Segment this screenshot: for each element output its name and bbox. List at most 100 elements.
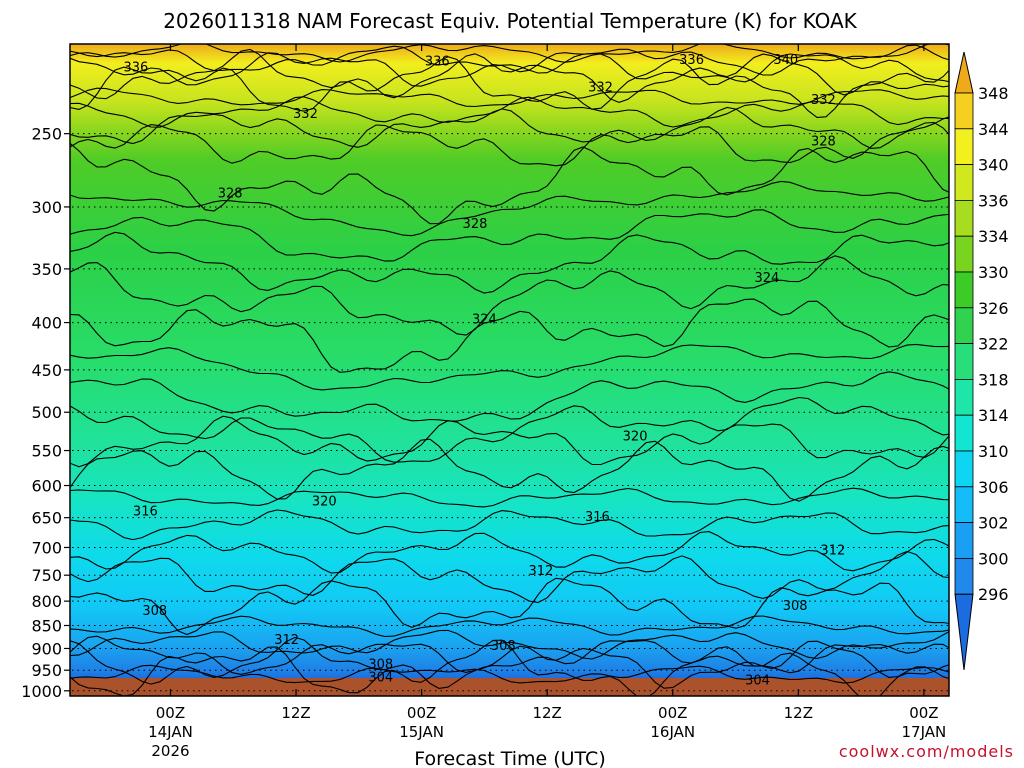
colorbar-label: 348	[978, 84, 1009, 103]
colorbar-swatch	[954, 343, 974, 380]
contour-line	[70, 298, 949, 373]
colorbar-label: 306	[978, 478, 1009, 497]
contour-label: 328	[463, 217, 488, 232]
y-tick-label: 550	[31, 442, 62, 461]
colorbar-label: 344	[978, 120, 1009, 139]
colorbar-swatch	[954, 199, 974, 237]
colorbar-arrow-bottom	[954, 593, 974, 671]
contour-line	[70, 255, 949, 336]
x-tick-label: 16JAN	[650, 723, 695, 741]
colorbar-label: 318	[978, 370, 1009, 389]
colorbar-label: 314	[978, 406, 1009, 425]
colorbar-swatch	[954, 486, 974, 523]
y-tick-label: 400	[31, 314, 62, 333]
contour-label: 304	[745, 674, 770, 689]
y-tick-label: 350	[31, 260, 62, 279]
x-tick-label: 12Z	[532, 704, 561, 722]
colorbar-label: 334	[978, 227, 1009, 246]
colorbar-arrow-top	[954, 51, 974, 94]
y-axis: 250 300 350 400 450 500 550 600 650 700 750 800 850 9…	[21, 125, 70, 701]
x-tick-label: 00Z	[909, 704, 938, 722]
contour-labels: 336 336 336 340 332 332 332 328 328 328 324 324 320 3…	[124, 53, 846, 689]
contour-line	[70, 209, 949, 262]
x-tick-label: 14JAN	[148, 723, 193, 741]
colorbar-label: 330	[978, 263, 1009, 282]
contour-label: 304	[368, 670, 393, 685]
contour-label: 308	[142, 604, 167, 619]
x-tick-label: 12Z	[281, 704, 310, 722]
contour-line	[70, 629, 949, 660]
contour-lines	[70, 44, 949, 696]
contour-label: 320	[312, 494, 337, 509]
colorbar-label: 310	[978, 442, 1009, 461]
y-tick-label: 700	[31, 538, 62, 557]
colorbar-label: 336	[978, 191, 1009, 210]
colorbar-label: 300	[978, 549, 1009, 568]
contour-label: 312	[528, 564, 553, 579]
x-tick-label: 12Z	[784, 704, 813, 722]
contour-label: 336	[679, 53, 704, 68]
chart-title: 2026011318 NAM Forecast Equiv. Potential…	[163, 9, 857, 33]
x-tick-label: 15JAN	[399, 723, 444, 741]
colorbar-swatch	[954, 164, 974, 201]
contour-line	[70, 509, 949, 541]
colorbar-label: 326	[978, 299, 1009, 318]
contour-label: 316	[585, 510, 610, 525]
contour-line	[70, 635, 949, 675]
colorbar-label: 302	[978, 514, 1009, 533]
x-tick-label: 00Z	[658, 704, 687, 722]
contour-label: 324	[472, 313, 497, 328]
y-tick-label: 1000	[21, 682, 62, 701]
contour-line	[70, 664, 949, 684]
contour-line	[70, 121, 949, 167]
contour-label: 312	[274, 633, 299, 648]
x-tick-label: 17JAN	[902, 723, 947, 741]
x-tick-label: 00Z	[156, 704, 185, 722]
colorbar-swatch	[954, 307, 974, 344]
contour-line	[70, 52, 949, 87]
contour-line	[70, 438, 949, 502]
x-axis-label: Forecast Time (UTC)	[414, 748, 605, 768]
contour-line	[70, 550, 949, 604]
colorbar-swatch	[954, 271, 974, 309]
y-tick-label: 450	[31, 361, 62, 380]
contour-line	[70, 96, 949, 128]
contour-line	[70, 487, 949, 508]
contour-line	[70, 415, 949, 468]
y-tick-label: 300	[31, 198, 62, 217]
y-tick-label: 500	[31, 403, 62, 422]
contour-label: 320	[623, 429, 648, 444]
y-tick-label: 650	[31, 509, 62, 528]
x-tick-label: 2026	[151, 742, 189, 760]
contour-label: 336	[425, 55, 450, 70]
contour-line	[70, 56, 949, 118]
contour-line	[70, 615, 949, 638]
theta-e-field	[70, 44, 949, 684]
colorbar-swatch	[954, 235, 974, 273]
y-tick-label: 250	[31, 125, 62, 144]
colorbar-swatch	[954, 522, 974, 559]
contour-label: 324	[755, 271, 780, 286]
contour-line	[70, 106, 949, 149]
contour-label: 328	[218, 186, 243, 201]
contour-line	[70, 639, 949, 696]
contour-line	[70, 343, 949, 391]
contour-label: 332	[293, 107, 318, 122]
colorbar: 348 344 340 336 334 330 326 322 318 314 310 306 302 3…	[954, 51, 1009, 671]
contour-label: 332	[811, 93, 836, 108]
colorbar-swatch	[954, 450, 974, 488]
contour-line	[70, 531, 949, 574]
colorbar-swatch	[954, 558, 974, 595]
contour-line	[70, 48, 949, 103]
colorbar-label: 322	[978, 335, 1009, 354]
contour-line	[70, 180, 949, 237]
contour-line	[70, 371, 949, 422]
contour-label: 308	[368, 658, 393, 673]
x-tick-label: 00Z	[407, 704, 436, 722]
y-tick-label: 750	[31, 566, 62, 585]
y-tick-label: 950	[31, 661, 62, 680]
colorbar-label: 340	[978, 156, 1009, 175]
credit-text: coolwx.com/models	[839, 742, 1014, 761]
colorbar-swatch	[954, 92, 974, 130]
